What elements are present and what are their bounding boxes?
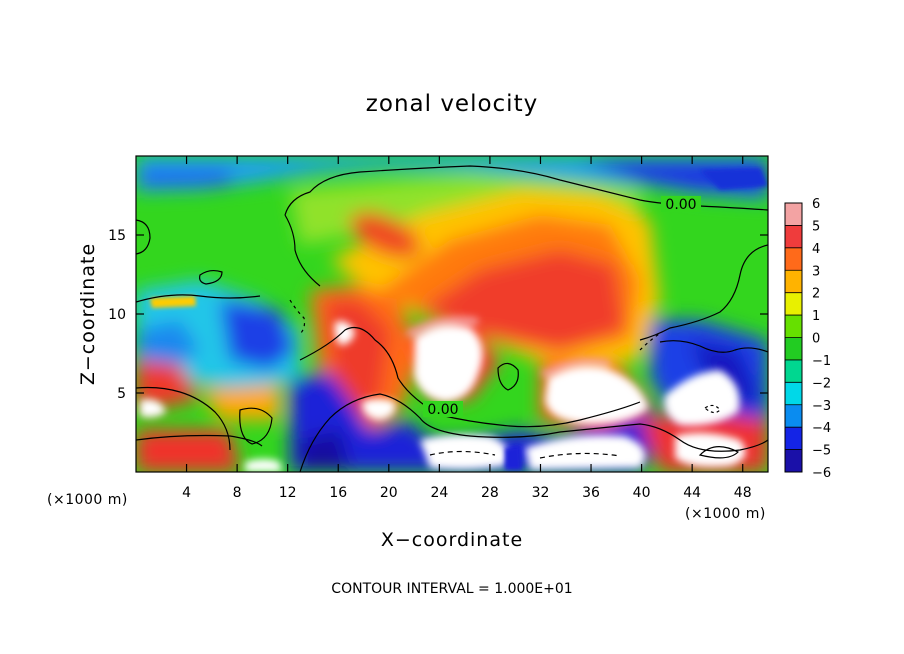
zero-contour-bottom-left xyxy=(136,434,263,447)
x-tick-label: 8 xyxy=(233,485,242,501)
dashed-contour-2 xyxy=(539,452,621,459)
zero-contour-lower-left xyxy=(136,386,231,451)
colorbar-band xyxy=(785,203,802,226)
colorbar-tick-label: −3 xyxy=(812,399,831,414)
zero-contour-island xyxy=(199,269,223,285)
colorbar-tick-label: 2 xyxy=(812,287,820,302)
colorbar-tick-label: 4 xyxy=(812,242,820,257)
colorbar-band xyxy=(785,449,802,473)
colorbar-band xyxy=(785,292,802,316)
x-tick-label: 20 xyxy=(380,485,398,501)
zero-contour-right xyxy=(639,244,768,341)
colorbar-tick-label: 0 xyxy=(812,332,820,347)
x-tick-label: 4 xyxy=(182,485,191,501)
colorbar-band xyxy=(785,315,802,338)
zero-contour-leftedge xyxy=(136,219,151,255)
x-tick-label: 16 xyxy=(329,485,347,501)
x-tick-label: 36 xyxy=(582,485,600,501)
y-tick-label: 5 xyxy=(117,386,126,402)
x-tick-label: 44 xyxy=(683,485,701,501)
colorbar-band xyxy=(785,337,802,361)
x-axis-title: X−coordinate xyxy=(381,529,523,551)
colorbar-tick-label: 6 xyxy=(812,197,820,212)
colorbar: 6 5 4 3 2 1 0 −1 −2 −3 −4 −5 −6 xyxy=(784,197,831,481)
zero-contour-left xyxy=(284,214,321,287)
contour-label-bg xyxy=(661,196,701,212)
zero-contour-mid xyxy=(136,294,261,303)
zero-contour-small xyxy=(497,362,519,391)
x-unit-label-left: (×1000 m) xyxy=(47,492,128,508)
contour-interval-note: CONTOUR INTERVAL = 1.000E+01 xyxy=(331,581,572,597)
x-unit-label-right: (×1000 m) xyxy=(685,506,766,522)
x-tick-label: 40 xyxy=(633,485,651,501)
x-axis-ticks: 4 8 12 16 20 24 28 32 36 40 44 48 xyxy=(182,156,752,501)
x-tick-label: 12 xyxy=(279,485,297,501)
colorbar-tick-label: −4 xyxy=(812,421,831,436)
contour-lines xyxy=(136,165,768,472)
colorbar-tick-label: 5 xyxy=(812,219,820,234)
chart-title: zonal velocity xyxy=(366,91,538,117)
colorbar-band xyxy=(785,359,802,383)
y-tick-label: 15 xyxy=(108,228,126,244)
x-tick-label: 28 xyxy=(481,485,499,501)
y-axis-title: Z−coordinate xyxy=(77,243,99,385)
colorbar-band xyxy=(785,427,802,451)
colorbar-tick-label: −6 xyxy=(812,466,831,481)
contour-label-upper: 0.00 xyxy=(665,197,696,213)
x-tick-label: 24 xyxy=(430,485,448,501)
x-tick-label: 48 xyxy=(734,485,752,501)
y-axis-ticks: 5 10 15 xyxy=(108,228,768,402)
zero-contour-right-low xyxy=(659,340,768,353)
colorbar-tick-label: −5 xyxy=(812,444,831,459)
zero-contour-core xyxy=(299,327,641,428)
colorbar-tick-label: −1 xyxy=(812,354,831,369)
zero-contour-dots-right xyxy=(639,331,663,351)
zero-contour-bottom xyxy=(299,393,768,472)
x-tick-label: 32 xyxy=(532,485,550,501)
contour-label-lower: 0.00 xyxy=(427,402,458,418)
colorbar-tick-label: 1 xyxy=(812,309,820,324)
contour-label-bg-2 xyxy=(423,401,463,417)
zero-contour-blob xyxy=(239,407,273,445)
colorbar-tick-label: −2 xyxy=(812,376,831,391)
y-tick-label: 10 xyxy=(108,307,126,323)
contour-ring xyxy=(698,446,740,459)
colorbar-band xyxy=(785,404,802,428)
colorbar-band xyxy=(785,270,802,294)
colorbar-band xyxy=(785,225,802,249)
zero-contour-dots xyxy=(289,299,306,335)
dashed-contour-1 xyxy=(429,450,496,456)
colorbar-tick-label: 3 xyxy=(812,264,820,279)
colorbar-band xyxy=(785,247,802,271)
colorbar-band xyxy=(785,382,802,406)
